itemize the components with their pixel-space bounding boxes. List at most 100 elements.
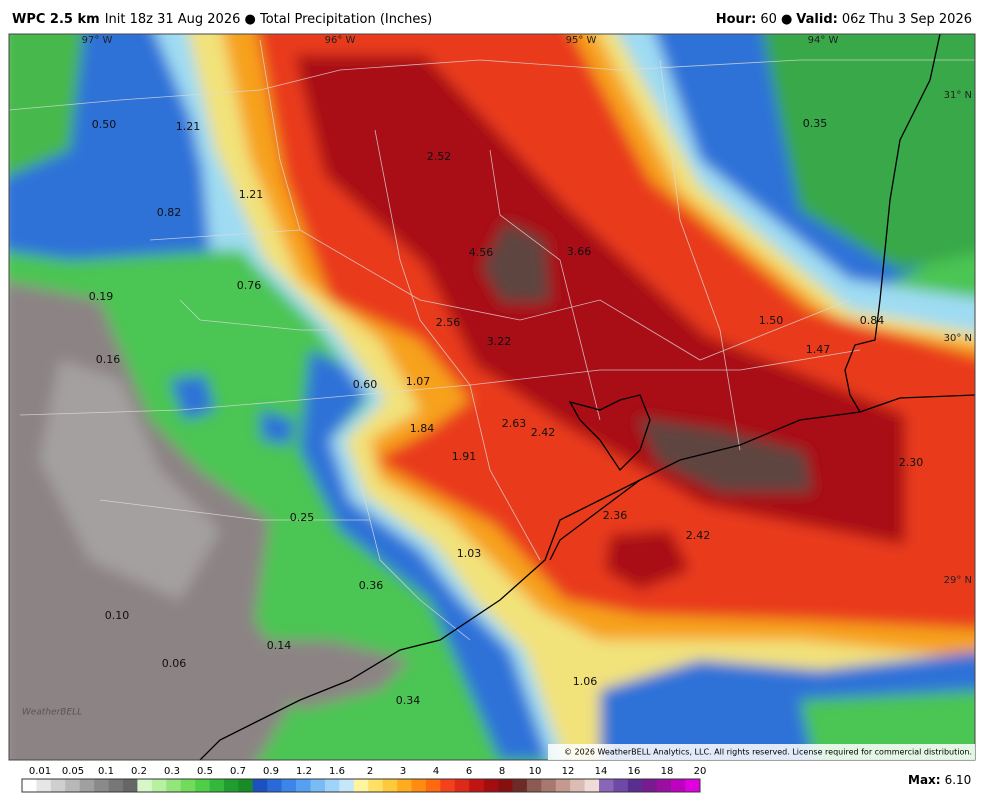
colorbar-label: 20 — [694, 766, 707, 777]
colorbar-swatch — [483, 779, 499, 792]
colorbar-swatch — [151, 779, 167, 792]
colorbar-swatch — [252, 779, 268, 792]
precip-value: 1.21 — [239, 188, 264, 201]
colorbar-label: 0.5 — [197, 766, 213, 777]
map-frame — [8, 33, 976, 761]
coastline — [199, 34, 975, 760]
colorbar-swatch — [498, 779, 513, 792]
precip-value: 1.03 — [457, 547, 482, 560]
colorbar-swatch — [555, 779, 571, 792]
precip-value: 0.36 — [359, 579, 384, 592]
colorbar-swatch — [541, 779, 557, 792]
colorbar-label: 14 — [595, 766, 608, 777]
colorbar-swatch — [166, 779, 181, 792]
precip-value: 1.21 — [176, 120, 201, 133]
colorbar-swatch — [613, 779, 629, 792]
copyright: © 2026 WeatherBELL Analytics, LLC. All r… — [564, 748, 972, 757]
colorbar-swatch — [656, 779, 672, 792]
colorbar-swatch — [94, 779, 109, 792]
precip-value: 1.06 — [573, 675, 598, 688]
latitude-label: 29° N — [944, 575, 972, 586]
precip-value: 0.34 — [396, 694, 421, 707]
precip-value: 0.82 — [157, 206, 182, 219]
header-left: WPC 2.5 km Init 18z 31 Aug 2026 ● Total P… — [12, 12, 432, 27]
precip-value: 2.63 — [502, 417, 527, 430]
colorbar-swatch — [195, 779, 210, 792]
colorbar-label: 2 — [367, 766, 373, 777]
colorbar-label: 8 — [499, 766, 505, 777]
colorbar-swatch — [339, 779, 355, 792]
precip-value: 1.84 — [410, 422, 435, 435]
precip-value: 1.47 — [806, 343, 831, 356]
colorbar-swatch — [79, 779, 95, 792]
colorbar-swatch — [526, 779, 542, 792]
colorbar-label: 0.1 — [98, 766, 114, 777]
colorbar-label: 0.9 — [263, 766, 279, 777]
colorbar-swatch — [599, 779, 614, 792]
header-right: Hour: 60 ● Valid: 06z Thu 3 Sep 2026 — [716, 12, 972, 27]
colorbar-swatch — [180, 779, 196, 792]
colorbar-swatch — [267, 779, 282, 792]
colorbar-swatch — [671, 779, 686, 792]
colorbar-swatch — [382, 779, 398, 792]
colorbar-label: 0.3 — [164, 766, 180, 777]
max: Max: 6.10 — [908, 773, 971, 787]
precip-value: 1.07 — [406, 375, 431, 388]
colorbar-label: 6 — [466, 766, 472, 777]
colorbar-swatch — [469, 779, 484, 792]
colorbar-swatch — [310, 779, 326, 792]
colorbar-swatch — [281, 779, 297, 792]
longitude-label: 94° W — [808, 35, 839, 46]
colorbar-swatch — [122, 779, 138, 792]
colorbar-label: 12 — [562, 766, 575, 777]
precip-value: 0.14 — [267, 639, 292, 652]
precip-value: 0.84 — [860, 314, 885, 327]
colorbar-swatch — [397, 779, 412, 792]
precip-value: 0.35 — [803, 117, 828, 130]
precip-value: 0.25 — [290, 511, 315, 524]
precip-value: 0.06 — [162, 657, 187, 670]
colorbar-swatch — [324, 779, 340, 792]
colorbar-swatch — [238, 779, 254, 792]
logo: WeatherBELL — [22, 708, 82, 718]
precip-value: 0.60 — [353, 378, 378, 391]
colorbar-label: 4 — [433, 766, 439, 777]
colorbar-label: 0.05 — [62, 766, 84, 777]
colorbar-swatch — [425, 779, 441, 792]
colorbar-swatch — [627, 779, 643, 792]
latitude-label: 31° N — [944, 90, 972, 101]
colorbar-swatch — [137, 779, 153, 792]
precip-value: 0.10 — [105, 609, 130, 622]
map — [9, 34, 975, 760]
colorbar-swatch — [50, 779, 66, 792]
precip-value: 2.42 — [686, 529, 711, 542]
precip-value: 2.30 — [899, 456, 924, 469]
colorbar-label: 0.01 — [29, 766, 51, 777]
colorbar-swatch — [108, 779, 124, 792]
colorbar-swatch — [36, 779, 52, 792]
colorbar-label: 3 — [400, 766, 406, 777]
colorbar-label: 18 — [661, 766, 674, 777]
colorbar-swatch — [353, 779, 369, 792]
colorbar-swatch — [368, 779, 383, 792]
precip-value: 2.36 — [603, 509, 628, 522]
colorbar-swatch — [223, 779, 239, 792]
precip-value: 2.52 — [427, 150, 452, 163]
precip-value: 2.56 — [436, 316, 461, 329]
colorbar-label: 16 — [628, 766, 641, 777]
colorbar-label: 0.7 — [230, 766, 246, 777]
precip-value: 4.56 — [469, 246, 494, 259]
longitude-label: 96° W — [325, 35, 356, 46]
colorbar-swatch — [296, 779, 311, 792]
precip-value: 1.50 — [759, 314, 784, 327]
colorbar-swatch — [440, 779, 456, 792]
precip-value: 0.16 — [96, 353, 121, 366]
longitude-label: 97° W — [82, 35, 113, 46]
precip-value: 1.91 — [452, 450, 477, 463]
colorbar-frame — [21, 778, 701, 793]
colorbar-swatch — [642, 779, 658, 792]
latitude-label: 30° N — [944, 333, 972, 344]
colorbar-label: 1.2 — [296, 766, 312, 777]
colorbar-swatch — [454, 779, 470, 792]
